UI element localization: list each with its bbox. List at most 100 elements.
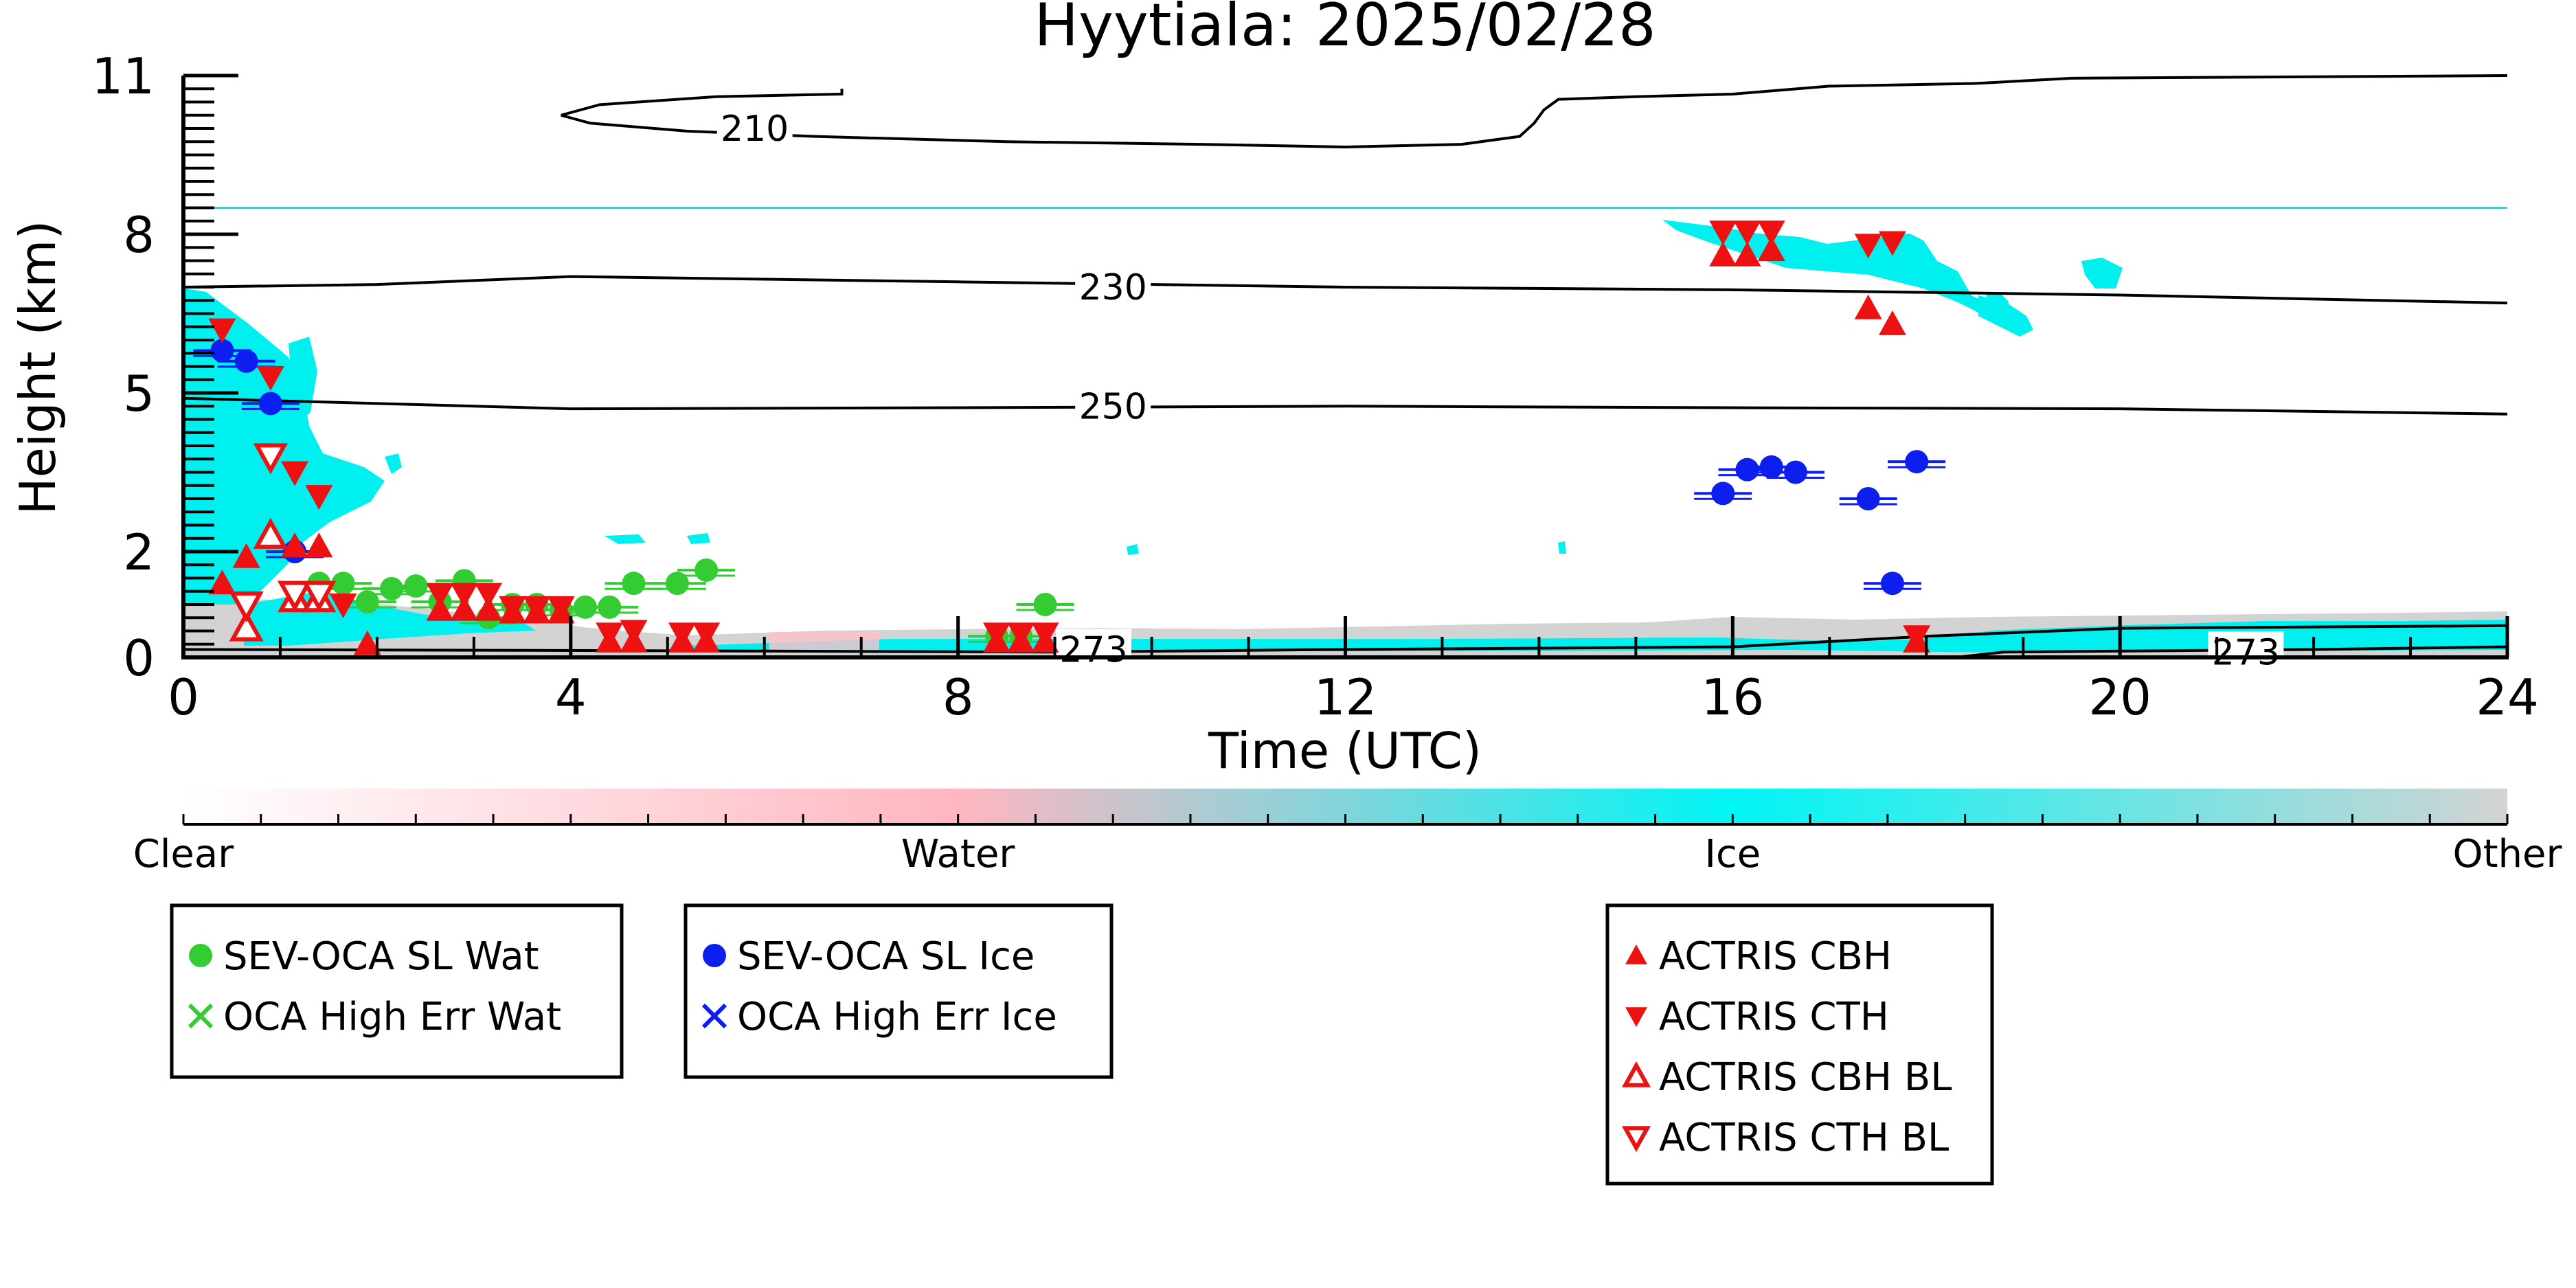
- sev-oca-sl-ice-point: [1856, 487, 1880, 510]
- x-tick-label: 16: [1702, 668, 1765, 726]
- actris-cth-point: [1031, 622, 1059, 648]
- x-tick-label: 20: [2088, 668, 2151, 726]
- actris-cbh-point: [281, 532, 309, 558]
- legend-oca-high-err-ice-marker: [701, 1003, 727, 1029]
- actris-cth-point: [692, 622, 721, 648]
- actris-cbh-point: [353, 630, 381, 655]
- y-tick-label: 11: [91, 47, 155, 105]
- contour-label-bg: [2208, 631, 2284, 670]
- legend-box: SEV-OCA SL Ice OCA High Err Ice: [683, 903, 1114, 1079]
- legend-frame: [170, 903, 624, 1079]
- contour-210-line: [561, 74, 2508, 148]
- legend-box: SEV-OCA SL Wat OCA High Err Wat: [170, 903, 624, 1079]
- contour-label-bg: [1075, 267, 1151, 305]
- actris-cbh-point: [426, 596, 454, 621]
- legend-sev-oca-sl-wat-label: SEV-OCA SL Wat: [223, 934, 539, 979]
- actris-cbh-point: [305, 532, 333, 558]
- sev-oca-sl-ice-point: [1711, 482, 1735, 506]
- sev-oca-sl-wat-point: [404, 574, 428, 598]
- actris-cbh-point: [1854, 294, 1882, 319]
- legend-actris-cbh-label: ACTRIS CBH: [1659, 934, 1892, 979]
- actris-cth-point: [256, 365, 284, 391]
- actris-cbh-point: [1733, 241, 1761, 267]
- actris-cth-point: [208, 318, 236, 343]
- sev-oca-sl-ice-point: [1735, 457, 1759, 482]
- actris-cth-point: [1709, 221, 1737, 246]
- y-tick-label: 0: [123, 629, 155, 687]
- cloud-phase-field: [185, 220, 2507, 657]
- colorbar-label: Clear: [133, 832, 234, 877]
- actris-cth-point: [668, 622, 696, 648]
- x-tick-label: 8: [942, 668, 974, 726]
- actris-cth-point: [596, 622, 624, 648]
- y-ticks: 0 2 5 8 11: [91, 47, 238, 687]
- actris-cth-point: [329, 594, 357, 618]
- legend-actris-cbh-bl-marker: [1621, 1061, 1651, 1087]
- sev-oca-sl-wat-point: [1033, 593, 1057, 616]
- sev-oca-sl-ice-point: [1759, 455, 1783, 479]
- legend-actris-cth-bl-marker: [1621, 1126, 1651, 1153]
- actris-cbh-bl-point: [253, 517, 288, 549]
- actris-cth-point: [620, 620, 648, 645]
- sev-oca-sl-wat-point: [331, 572, 355, 596]
- legend-frame: [1605, 903, 1994, 1186]
- contour-label: 273: [2212, 632, 2280, 673]
- x-axis-label: Time (UTC): [1208, 722, 1482, 780]
- contour-230-line: [183, 275, 2508, 305]
- sev-oca-sl-ice-point: [1905, 450, 1929, 474]
- legend-oca-high-err-wat-label: OCA High Err Wat: [223, 995, 561, 1039]
- actris-cbh-point: [232, 543, 260, 568]
- y-axis-label: Height (km): [9, 221, 67, 515]
- actris-cth-point: [281, 461, 309, 486]
- actris-cbh-point: [1757, 236, 1785, 262]
- actris-cbh-point: [450, 596, 478, 621]
- contour-label-bg: [716, 108, 793, 146]
- y-tick-label: 2: [123, 523, 155, 581]
- legend-oca-high-err-ice-label: OCA High Err Ice: [737, 995, 1057, 1039]
- cloud-markers: [193, 221, 1946, 655]
- legend-frame: [683, 903, 1114, 1079]
- actris-cth-point: [1878, 231, 1906, 256]
- actris-cth-point: [305, 485, 333, 510]
- legend-actris-cth-marker: [1625, 1007, 1647, 1027]
- colorbar-labels: Clear Water Ice Other: [133, 832, 2563, 877]
- legend-box: ACTRIS CBH ACTRIS CTH ACTRIS CBH BL ACTRIS …: [1605, 903, 1994, 1186]
- x-tick-label: 0: [168, 668, 199, 726]
- actris-cth-point: [1903, 625, 1931, 651]
- contour-label: 230: [1079, 267, 1147, 308]
- x-tick-label: 12: [1314, 668, 1377, 726]
- actris-cbh-bl-point: [229, 610, 264, 642]
- actris-cth-point: [1757, 221, 1785, 246]
- sev-oca-sl-wat-point: [694, 558, 719, 582]
- actris-cth-point: [499, 596, 527, 621]
- colorbar-label: Ice: [1704, 832, 1761, 877]
- actris-cbh-point: [1878, 310, 1906, 335]
- contour-label: 250: [1079, 386, 1147, 427]
- contour-label: 273: [1059, 629, 1127, 670]
- sev-oca-sl-ice-point: [258, 392, 282, 416]
- actris-cbh-point: [475, 596, 503, 621]
- legend-sev-oca-sl-wat-marker: [189, 944, 212, 967]
- actris-cth-bl-point: [302, 580, 337, 612]
- legend-sev-oca-sl-ice-marker: [703, 944, 726, 967]
- axes: [181, 76, 2509, 659]
- sev-oca-sl-ice-point: [1783, 460, 1807, 484]
- sev-oca-sl-ice-point: [210, 339, 234, 363]
- sev-oca-sl-wat-point: [598, 595, 622, 619]
- y-tick-label: 5: [123, 365, 155, 422]
- contour-250-line: [183, 396, 2508, 416]
- colorbar-label: Other: [2452, 832, 2562, 877]
- legend-sev-oca-sl-ice-label: SEV-OCA SL Ice: [737, 934, 1035, 979]
- colorbar-ticks: [182, 814, 2509, 824]
- actris-cth-bl-point: [253, 443, 288, 475]
- y-tick-label: 8: [123, 206, 155, 264]
- sev-oca-sl-ice-point: [234, 349, 258, 373]
- sev-oca-sl-wat-point: [355, 590, 379, 614]
- contour-210-line: [561, 89, 844, 117]
- actris-cth-bl-point: [229, 591, 264, 623]
- x-tick-label: 4: [555, 668, 587, 726]
- actris-cth-point: [1854, 234, 1882, 259]
- temperature-contours: 210 230 250 273 273: [183, 74, 2508, 673]
